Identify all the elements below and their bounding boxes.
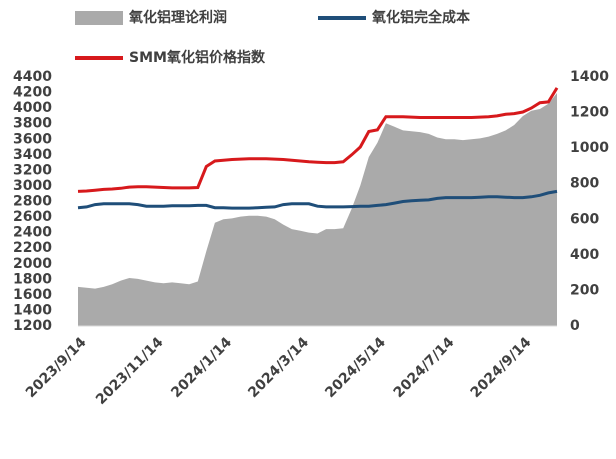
y-tick-label: 4000	[13, 100, 52, 116]
legend-label: SMM氧化铝价格指数	[129, 49, 266, 66]
y-tick-label: 2000	[13, 256, 52, 272]
legend-label: 氧化铝理论利润	[128, 9, 227, 26]
y-tick-label: 3400	[13, 147, 52, 163]
y-tick-label: 3200	[13, 162, 52, 178]
y-tick-label: 4400	[13, 69, 52, 85]
x-tick-label: 2024/5/14	[322, 334, 389, 401]
y-tick-label: 2200	[13, 240, 52, 256]
area	[78, 93, 557, 326]
line	[77, 189, 558, 210]
y2-tick-label: 600	[570, 211, 599, 227]
y-tick-label: 3600	[13, 131, 52, 147]
y2-tick-label: 0	[570, 318, 580, 334]
y-tick-label: 4200	[13, 85, 52, 101]
y-tick-label: 2800	[13, 194, 52, 210]
y-tick-label: 2600	[13, 209, 52, 225]
y-tick-label: 3800	[13, 116, 52, 132]
legend-label: 氧化铝完全成本	[371, 9, 471, 26]
y-tick-label: 1600	[13, 287, 52, 303]
y2-tick-label: 200	[570, 282, 599, 298]
x-tick-label: 2024/9/14	[468, 334, 535, 401]
y2-tick-label: 1200	[570, 105, 609, 121]
y-tick-label: 3000	[13, 178, 52, 194]
x-tick-label: 2023/9/14	[23, 334, 90, 401]
y-tick-label: 2400	[13, 225, 52, 241]
x-tick-label: 2024/7/14	[391, 334, 458, 401]
y2-tick-label: 1000	[570, 140, 609, 156]
y-tick-label: 1800	[13, 271, 52, 287]
x-tick-label: 2023/11/14	[93, 334, 167, 408]
legend-swatch	[75, 11, 123, 25]
x-tick-label: 2024/3/14	[245, 334, 312, 401]
y2-tick-label: 1400	[570, 69, 609, 85]
line	[77, 87, 559, 193]
y-tick-label: 1400	[13, 302, 52, 318]
y2-tick-label: 400	[570, 247, 599, 263]
x-tick-label: 2024/1/14	[168, 334, 235, 401]
y-tick-label: 1200	[13, 318, 52, 334]
y2-tick-label: 800	[570, 176, 599, 192]
